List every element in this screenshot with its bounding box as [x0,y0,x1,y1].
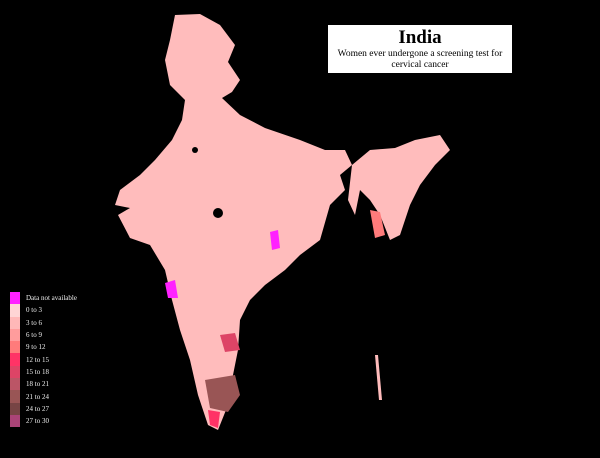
region-tripura [370,210,385,238]
map-subtitle: Women ever undergone a screening test fo… [337,49,503,70]
legend-label: 12 to 15 [26,355,49,364]
region-no-data-maharashtra [165,280,178,298]
map-title: India [398,27,442,48]
unmapped-hole [213,208,223,218]
legend-label: 3 to 6 [26,318,42,327]
legend-swatch [10,292,20,305]
legend-label: 21 to 24 [26,392,49,401]
legend-item: 18 to 21 [10,378,77,391]
legend-label: 15 to 18 [26,367,49,376]
legend-swatch [10,353,20,366]
legend-swatch [10,402,20,415]
legend-label: 24 to 27 [26,404,49,413]
legend: Data not available 0 to 3 3 to 6 6 to 9 9 to… [10,292,77,428]
region-tamilnadu [205,375,240,412]
legend-swatch [10,316,20,329]
legend-item: 15 to 18 [10,365,77,379]
region-no-data-jharkhand [270,230,280,250]
legend-item: 12 to 15 [10,353,77,366]
legend-item: Data not available [10,292,77,305]
legend-label: 6 to 9 [26,331,42,340]
legend-label: 0 to 3 [26,306,42,315]
india-mainland [115,14,352,430]
legend-swatch [10,328,20,342]
legend-item: 6 to 9 [10,328,77,342]
legend-label: 9 to 12 [26,343,46,352]
legend-swatch [10,365,20,379]
legend-label: 27 to 30 [26,417,49,426]
region-andhra [220,333,240,352]
legend-item: 3 to 6 [10,316,77,329]
title-box: India Women ever undergone a screening t… [328,25,512,73]
legend-label: Data not available [26,294,77,303]
region-kerala [208,410,220,428]
legend-item: 9 to 12 [10,341,77,354]
legend-item: 21 to 24 [10,390,77,403]
legend-label: 18 to 21 [26,380,49,389]
legend-swatch [10,414,20,428]
legend-item: 27 to 30 [10,414,77,428]
unmapped-hole [192,147,198,153]
northeast-region [348,135,450,240]
legend-swatch [10,378,20,391]
legend-swatch [10,341,20,354]
legend-item: 0 to 3 [10,304,77,317]
legend-swatch [10,390,20,403]
andaman-islands [375,355,382,400]
legend-swatch [10,304,20,317]
legend-item: 24 to 27 [10,402,77,415]
